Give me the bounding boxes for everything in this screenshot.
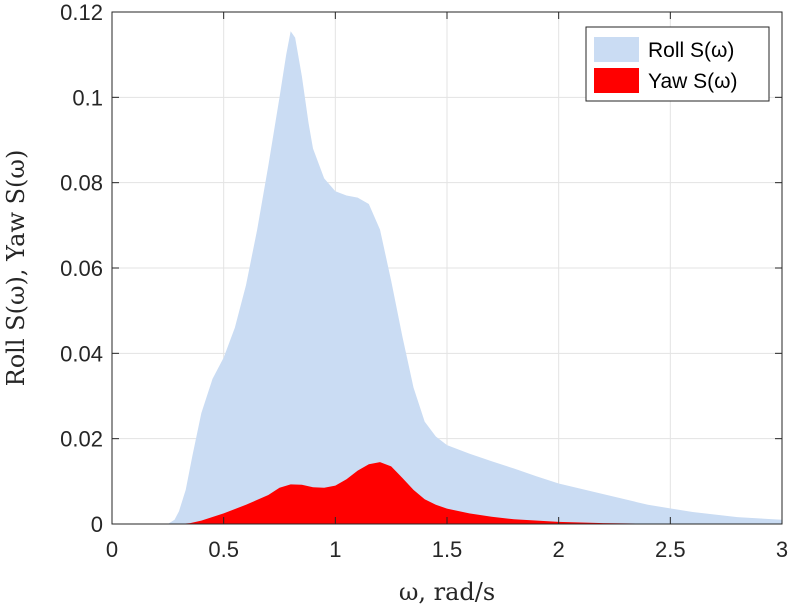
roll-area	[112, 31, 782, 524]
y-tick-label: 0	[91, 512, 103, 537]
x-tick-label: 1	[329, 537, 341, 562]
legend-label-yaw: Yaw S(ω)	[648, 70, 738, 93]
y-axis-label: Roll S(ω), Yaw S(ω)	[2, 150, 30, 387]
y-tick-label: 0.08	[60, 171, 103, 196]
x-axis-ticks: 0 0.5 1 1.5 2 2.5 3	[106, 12, 788, 562]
yaw-area	[112, 462, 782, 524]
y-tick-label: 0.02	[60, 427, 103, 452]
x-tick-label: 3	[776, 537, 788, 562]
series-areas	[112, 31, 782, 524]
x-tick-label: 2	[553, 537, 565, 562]
x-tick-label: 1.5	[432, 537, 463, 562]
y-tick-label: 0.04	[60, 341, 103, 366]
legend-label-roll: Roll S(ω)	[648, 39, 734, 62]
legend: Roll S(ω) Yaw S(ω)	[585, 26, 770, 102]
y-axis-ticks: 0 0.02 0.04 0.06 0.08 0.1 0.12	[60, 0, 782, 537]
x-tick-label: 0.5	[208, 537, 239, 562]
legend-swatch-yaw	[594, 68, 639, 93]
legend-swatch-roll	[594, 37, 639, 62]
y-tick-label: 0.1	[72, 85, 103, 110]
x-tick-label: 2.5	[655, 537, 686, 562]
y-tick-label: 0.06	[60, 256, 103, 281]
y-tick-label: 0.12	[60, 0, 103, 25]
x-tick-label: 0	[106, 537, 118, 562]
x-axis-label: ω, rad/s	[399, 578, 495, 606]
